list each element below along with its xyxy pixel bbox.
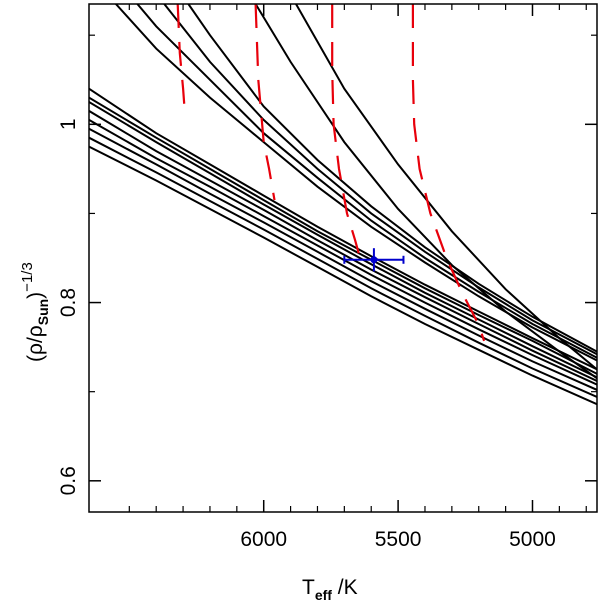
y-axis-label: (ρ/ρSun)−1/3 <box>19 262 51 362</box>
data-point-layer <box>343 248 405 272</box>
x-axis-label-main: T <box>302 576 315 599</box>
y-tick-label: 0.8 <box>57 288 80 317</box>
plot-frame <box>88 3 598 513</box>
dashed-mass-track-1 <box>176 4 186 107</box>
dashed-mass-track-2 <box>254 4 276 201</box>
isochrone-track-2 <box>89 96 597 375</box>
x-axis-label-sub: eff <box>315 587 332 603</box>
dashed-layer <box>176 4 486 342</box>
dashed-mass-track-4 <box>411 4 486 342</box>
ticks-layer: 6000 5500 5000 0.6 0.8 1 <box>57 4 597 551</box>
y-axis-label-exponent: −1/3 <box>19 262 36 292</box>
isochrone-track-11 <box>163 4 597 356</box>
y-axis-label-suffix: ) <box>24 292 47 299</box>
x-axis-label: Teff /K <box>302 576 358 603</box>
isochrone-track-14 <box>295 4 597 371</box>
y-axis-label-sub: Sun <box>35 299 51 325</box>
y-tick-label: 0.6 <box>57 466 80 495</box>
axes-layer <box>88 3 598 513</box>
isochrone-track-1 <box>89 87 597 371</box>
x-tick-label: 5000 <box>509 528 556 551</box>
curves-layer <box>89 4 597 406</box>
x-tick-label: 6000 <box>240 528 287 551</box>
isochrone-track-12 <box>187 4 597 353</box>
x-tick-label: 5500 <box>375 528 422 551</box>
dashed-mass-track-3 <box>331 4 362 261</box>
y-tick-label: 1 <box>57 118 80 130</box>
isochrone-track-8 <box>89 145 597 406</box>
isochrone-track-4 <box>89 110 597 382</box>
isochrone-track-13 <box>254 4 597 380</box>
isochrone-track-7 <box>89 136 597 398</box>
y-axis-label-prefix: (ρ/ρ <box>24 325 47 362</box>
observed-point <box>370 256 378 264</box>
isochrone-track-3 <box>89 101 597 379</box>
isochrone-track-6 <box>89 127 597 391</box>
x-axis-label-unit: /K <box>332 576 358 599</box>
